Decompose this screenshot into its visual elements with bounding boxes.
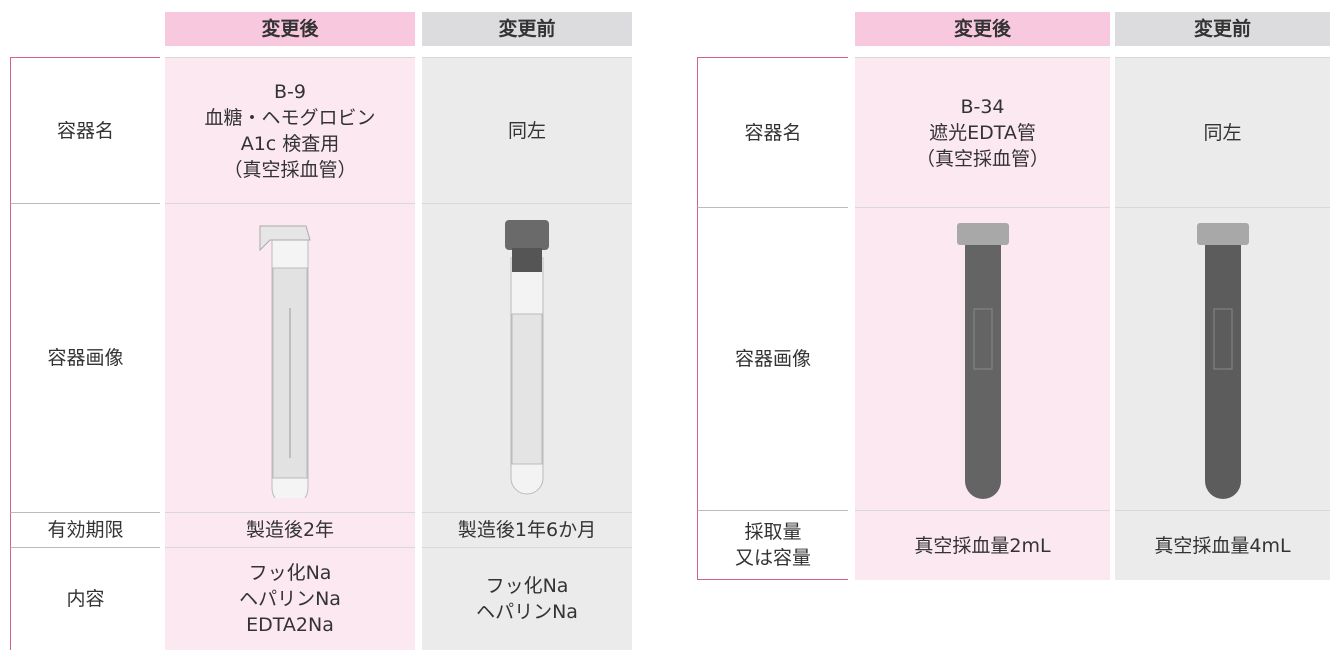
tube-body: [1204, 241, 1241, 499]
cell-text: 採取量: [744, 521, 802, 543]
value-cell: 真空採血量4mL: [1115, 510, 1330, 580]
column-header: 変更後: [165, 12, 415, 46]
cell-text: 容器名: [56, 119, 114, 142]
cell-text: ヘパリンNa: [476, 601, 578, 623]
cell-text: 遮光EDTA管: [929, 121, 1036, 144]
cell-text: 同左: [1203, 121, 1242, 144]
value-cell: 同左: [1115, 57, 1330, 207]
column-header: 変更後: [855, 12, 1110, 46]
tube-image: [1196, 223, 1249, 499]
cell-text: 容器画像: [47, 347, 124, 369]
row-label: 内容: [10, 547, 160, 650]
value-cell: 製造後2年: [165, 512, 415, 547]
value-cell: [1115, 207, 1330, 510]
value-cell: フッ化Na ヘパリンNa EDTA2Na: [165, 547, 415, 650]
row-label: 容器名: [10, 57, 160, 203]
cell-text: B-34: [960, 95, 1005, 118]
row-label: 採取量 又は容量: [697, 510, 848, 580]
cell-text: B-9: [274, 80, 306, 103]
value-cell: [165, 203, 415, 512]
tube-cap: [1196, 223, 1249, 245]
value-cell: B-34 遮光EDTA管 （真空採血管）: [855, 57, 1110, 207]
cell-text: A1c 検査用: [240, 132, 340, 155]
cell-text: 製造後2年: [245, 519, 335, 541]
value-cell: 同左: [422, 57, 632, 203]
tube-image: [956, 223, 1009, 499]
row-label: 容器名: [697, 57, 848, 207]
cell-text: 同左: [507, 119, 546, 142]
value-cell: フッ化Na ヘパリンNa: [422, 547, 632, 650]
cell-text: 有効期限: [47, 519, 124, 541]
tube-print: [1213, 308, 1232, 370]
cell-text: フッ化Na: [485, 575, 569, 597]
tube-cap: [505, 220, 549, 250]
tube-image: [505, 220, 549, 495]
cell-text: 製造後1年6か月: [457, 519, 597, 541]
cell-text: フッ化Na: [248, 562, 332, 584]
cell-text: （真空採血管）: [223, 158, 357, 181]
value-cell: 真空採血量2mL: [855, 510, 1110, 580]
tube-label: [511, 313, 543, 465]
tube-image: [259, 225, 311, 498]
cell-text: EDTA2Na: [246, 614, 334, 636]
cell-text: 真空採血量2mL: [914, 534, 1051, 557]
column-header: 変更前: [422, 12, 632, 46]
row-label: 容器画像: [10, 203, 160, 512]
value-cell: B-9 血糖・ヘモグロビン A1c 検査用 （真空採血管）: [165, 57, 415, 203]
tube-print: [973, 308, 992, 370]
value-cell: [855, 207, 1110, 510]
cell-text: 真空採血量4mL: [1154, 534, 1291, 557]
tube-stopper: [512, 248, 542, 272]
cell-text: 血糖・ヘモグロビン: [204, 106, 376, 129]
cell-text: 容器画像: [734, 348, 811, 370]
column-header: 変更前: [1115, 12, 1330, 46]
cell-text: 又は容量: [734, 547, 811, 569]
tube-body: [964, 241, 1001, 499]
cell-text: （真空採血管）: [915, 147, 1049, 170]
row-label: 容器画像: [697, 207, 848, 510]
value-cell: [422, 203, 632, 512]
tube-cap: [956, 223, 1009, 245]
cell-text: 内容: [66, 588, 105, 610]
row-label: 有効期限: [10, 512, 160, 547]
cell-text: 容器名: [744, 121, 802, 144]
value-cell: 製造後1年6か月: [422, 512, 632, 547]
tube-cap: [259, 225, 311, 252]
cell-text: ヘパリンNa: [239, 588, 341, 610]
